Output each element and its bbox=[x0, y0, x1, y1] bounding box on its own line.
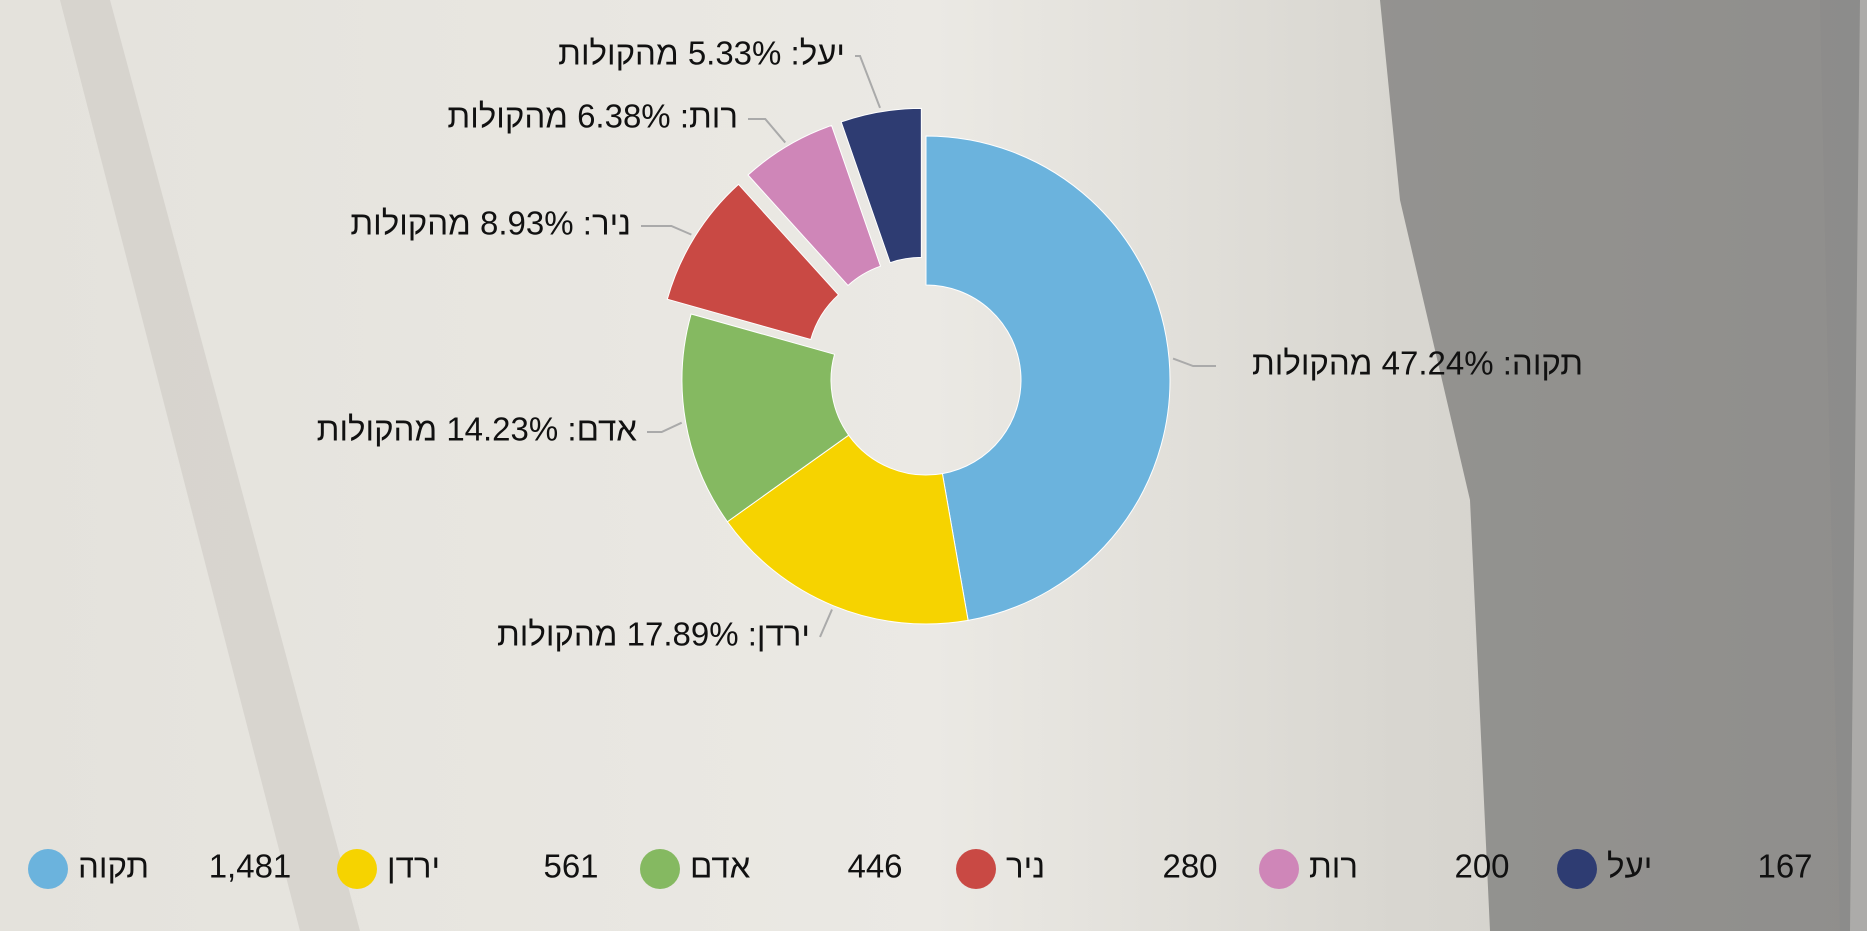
legend-marker bbox=[640, 849, 680, 889]
legend-value: 446 bbox=[847, 848, 902, 885]
data-label: יעל: 5.33% מהקולות bbox=[558, 35, 845, 72]
legend-value: 200 bbox=[1454, 848, 1509, 885]
leader-line bbox=[641, 225, 692, 236]
legend-label: ניר bbox=[1006, 848, 1045, 885]
data-label: אדם: 14.23% מהקולות bbox=[317, 411, 638, 448]
legend-marker bbox=[1259, 849, 1299, 889]
legend-label: אדם bbox=[690, 848, 751, 885]
background-figure bbox=[1380, 0, 1860, 931]
leader-line bbox=[647, 421, 683, 433]
legend-label: ירדן bbox=[387, 848, 440, 885]
data-label: ניר: 8.93% מהקולות bbox=[350, 205, 631, 242]
data-label: תקוה: 47.24% מהקולות bbox=[1252, 345, 1583, 382]
leader-line bbox=[1172, 357, 1216, 367]
slice bbox=[747, 124, 882, 287]
background-figure bbox=[1820, 0, 1867, 931]
slice bbox=[666, 183, 840, 341]
legend-marker bbox=[956, 849, 996, 889]
slice bbox=[726, 434, 969, 625]
legend-marker bbox=[28, 849, 68, 889]
legend-label: יעל bbox=[1607, 848, 1652, 885]
legend-value: 1,481 bbox=[209, 848, 292, 885]
slice bbox=[681, 313, 850, 523]
legend-label: רות bbox=[1309, 848, 1358, 885]
legend-value: 167 bbox=[1757, 848, 1812, 885]
legend-value: 561 bbox=[543, 848, 598, 885]
leader-line bbox=[748, 118, 787, 144]
plot: תקוה: 47.24% מהקולות ירדן: 17.89% מהקולות… bbox=[317, 35, 1583, 653]
slice bbox=[925, 135, 1171, 621]
legend-marker bbox=[337, 849, 377, 889]
legend-value: 280 bbox=[1162, 848, 1217, 885]
legend-marker bbox=[1557, 849, 1597, 889]
data-label: רות: 6.38% מהקולות bbox=[447, 98, 738, 135]
data-label: ירדן: 17.89% מהקולות bbox=[497, 616, 810, 653]
legend-label: תקוה bbox=[78, 848, 149, 885]
leader-line bbox=[819, 609, 833, 638]
legend: תקוה 1,481 ירדן 561 אדם 446 ניר 280 רות 200 יעל 167 bbox=[28, 848, 1813, 889]
slice bbox=[840, 107, 922, 264]
background-branch bbox=[60, 0, 360, 931]
leader-line bbox=[855, 55, 881, 109]
